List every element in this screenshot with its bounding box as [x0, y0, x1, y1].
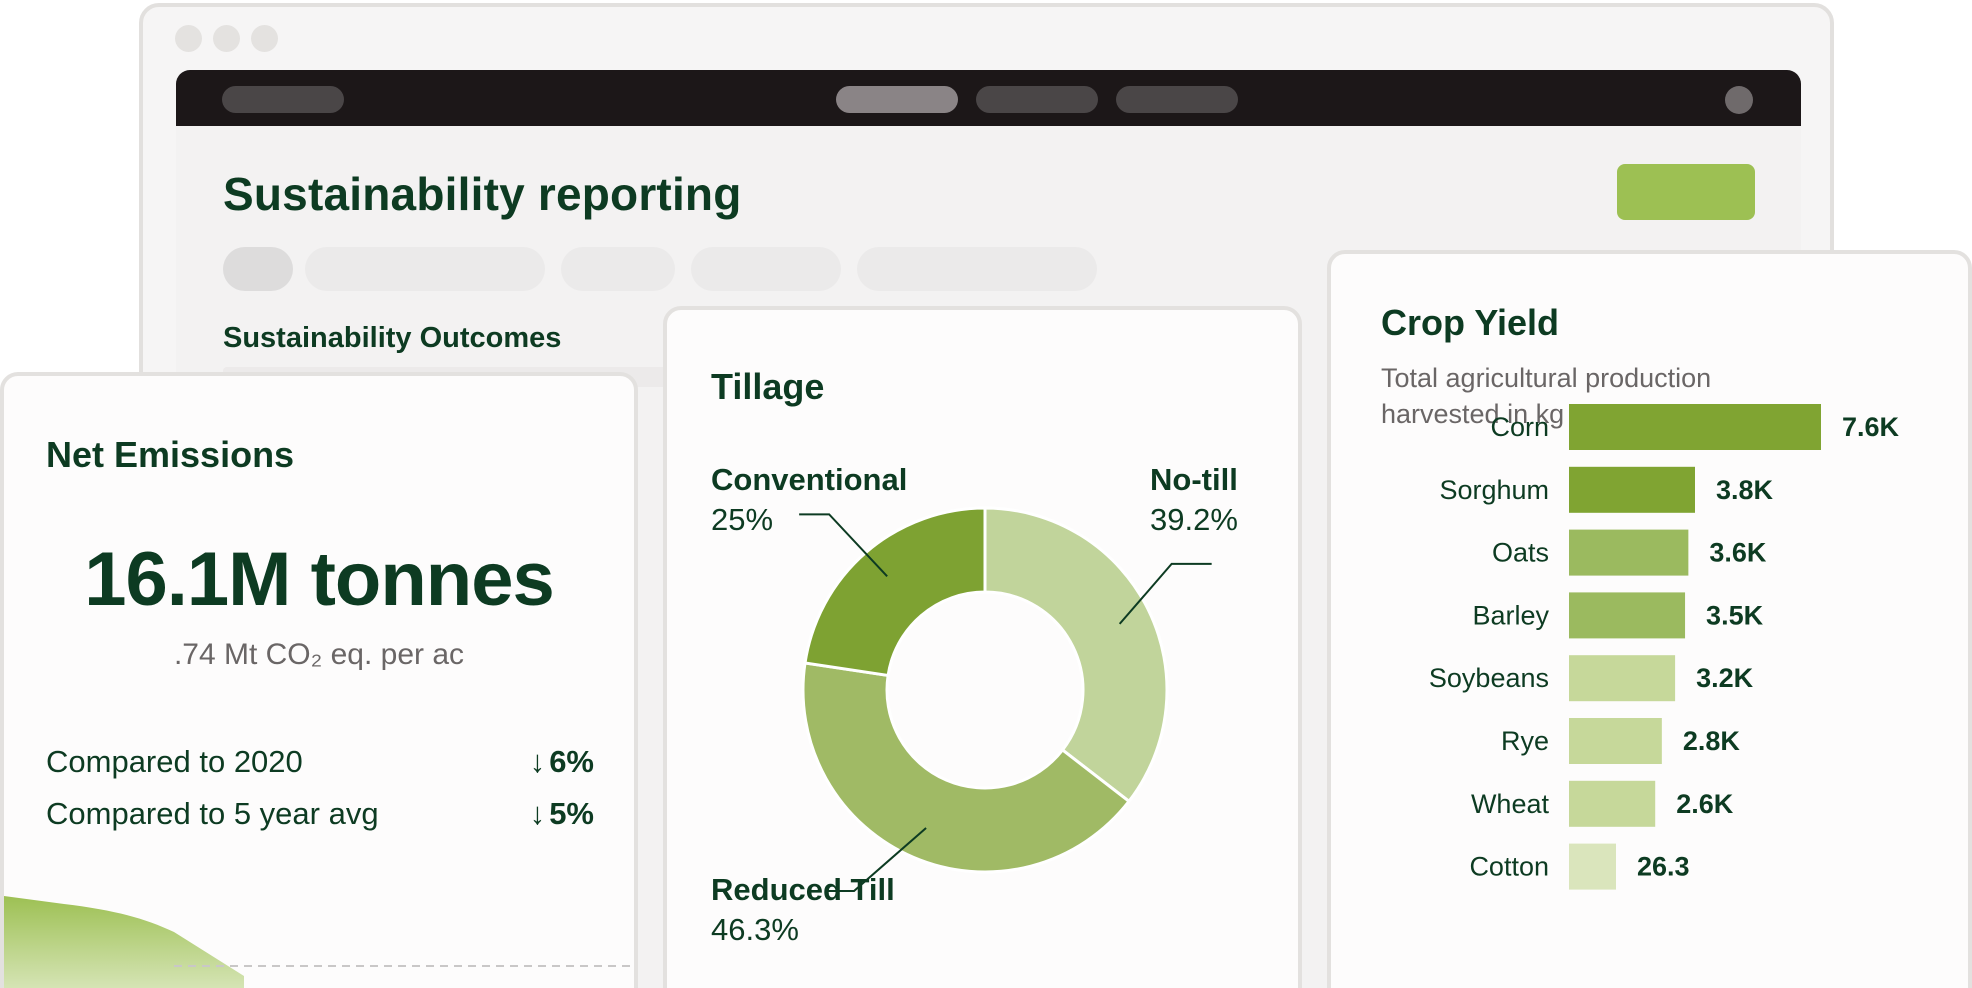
tillage-title: Tillage — [711, 366, 825, 407]
tillage-card: Tillage Conventional 25% No-till 39.2% R… — [663, 306, 1302, 988]
bar-value-label: 2.6K — [1676, 789, 1734, 819]
section-title: Sustainability Outcomes — [223, 322, 562, 354]
app-top-bar — [176, 70, 1801, 126]
nav-tab-3[interactable] — [1116, 86, 1238, 113]
net-emissions-title: Net Emissions — [46, 434, 295, 475]
net-emissions-value: 16.1M tonnes — [84, 537, 554, 622]
comparison-row: Compared to 2020 ↓ 6% — [46, 744, 594, 780]
bar-category-label: Soybeans — [1429, 663, 1549, 693]
bar-value-label: 7.6K — [1842, 412, 1900, 442]
window-maximize-dot[interactable] — [251, 25, 278, 52]
bar-category-label: Oats — [1492, 538, 1549, 568]
donut-label-no-till: No-till 39.2% — [1150, 460, 1238, 540]
window-minimize-dot[interactable] — [213, 25, 240, 52]
trend-area — [4, 896, 244, 988]
bar[interactable] — [1569, 718, 1662, 764]
filter-chip-2[interactable] — [305, 247, 545, 291]
donut-label-reduced-till: Reduced Till 46.3% — [711, 870, 895, 950]
bar[interactable] — [1569, 466, 1695, 513]
avatar[interactable] — [1725, 86, 1753, 114]
crop-yield-title: Crop Yield — [1381, 302, 1560, 343]
page-title: Sustainability reporting — [223, 168, 742, 220]
emissions-trend-sparkline — [4, 896, 634, 988]
filter-chip-3[interactable] — [561, 247, 675, 291]
bar-value-label: 26.3 — [1637, 852, 1690, 882]
leader-line-reduced-till — [828, 827, 927, 892]
net-emissions-intensity: .74 Mt CO₂ eq. per ac — [173, 638, 465, 671]
comparison-percent: 6% — [549, 744, 594, 779]
bar-category-label: Sorghum — [1439, 475, 1549, 505]
bar-value-label: 3.6K — [1709, 538, 1767, 568]
net-emissions-card: Net Emissions 16.1M tonnes .74 Mt CO₂ eq… — [0, 372, 638, 988]
bar-value-label: 3.8K — [1716, 475, 1774, 505]
comparison-value: ↓ 6% — [530, 744, 594, 780]
segment-percent: 39.2% — [1150, 502, 1238, 537]
arrow-down-icon: ↓ — [529, 796, 546, 831]
comparison-label: Compared to 2020 — [46, 744, 303, 779]
segment-name: Conventional — [711, 462, 908, 497]
bar[interactable] — [1569, 655, 1676, 702]
bar-category-label: Cotton — [1469, 852, 1549, 882]
bar[interactable] — [1569, 592, 1686, 639]
app-logo-placeholder[interactable] — [222, 86, 344, 113]
comparison-row: Compared to 5 year avg ↓ 5% — [46, 796, 594, 832]
bar[interactable] — [1569, 780, 1656, 827]
comparison-value: ↓ 5% — [530, 796, 594, 832]
filter-chip-4[interactable] — [691, 247, 841, 291]
donut-label-conventional: Conventional 25% — [711, 460, 907, 540]
crop-yield-card: Crop Yield Total agricultural production… — [1327, 250, 1972, 988]
comparison-label: Compared to 5 year avg — [46, 796, 379, 831]
filter-chip-5[interactable] — [857, 247, 1097, 291]
bar-value-label: 3.2K — [1696, 663, 1754, 693]
crop-yield-bar-chart: Corn 7.6K Sorghum 3.8K Oats 3.6K Barley 3.5K Soy… — [1429, 404, 1900, 890]
bar-value-label: 2.8K — [1683, 726, 1741, 756]
segment-percent: 25% — [711, 502, 774, 537]
bar-category-label: Corn — [1490, 412, 1549, 442]
window-controls — [175, 25, 278, 52]
donut-segment-reduced-till[interactable] — [801, 661, 1132, 874]
nav-tab-2[interactable] — [976, 86, 1098, 113]
window-close-dot[interactable] — [175, 25, 202, 52]
bar[interactable] — [1569, 529, 1689, 576]
leader-line-no-till — [1118, 562, 1212, 625]
comparison-percent: 5% — [549, 796, 594, 831]
segment-percent: 46.3% — [711, 912, 799, 947]
nav-tab-1[interactable] — [836, 86, 958, 113]
bar-category-label: Wheat — [1471, 789, 1550, 819]
bar-category-label: Rye — [1501, 726, 1549, 756]
leader-line-conventional — [799, 513, 888, 578]
donut-segment-conventional[interactable] — [803, 506, 987, 678]
bar[interactable] — [1569, 404, 1821, 450]
tillage-donut-chart — [799, 506, 1212, 892]
bar-value-label: 3.5K — [1706, 600, 1764, 630]
bar-category-label: Barley — [1472, 600, 1549, 630]
donut-segment-no-till[interactable] — [983, 506, 1169, 804]
segment-name: No-till — [1150, 462, 1238, 497]
bar[interactable] — [1569, 843, 1616, 890]
filter-chip-1[interactable] — [223, 247, 293, 291]
primary-action-button[interactable] — [1617, 164, 1755, 220]
arrow-down-icon: ↓ — [529, 744, 546, 779]
segment-name: Reduced Till — [711, 872, 895, 907]
